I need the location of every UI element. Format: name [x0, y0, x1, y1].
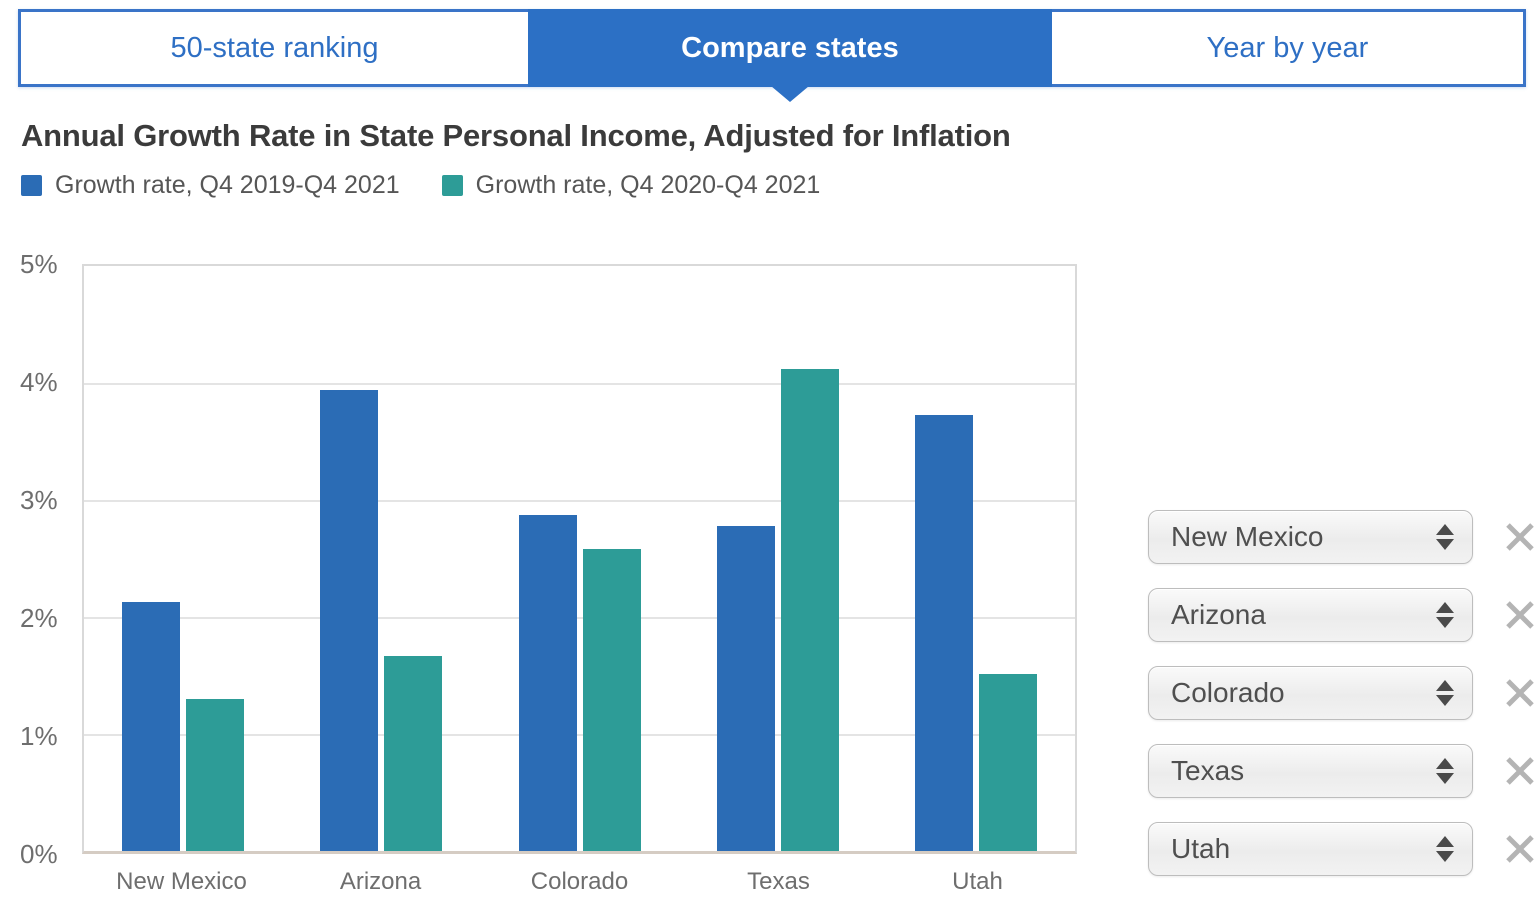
- state-selector-row: Colorado: [1148, 666, 1536, 720]
- chart-section: 5% 4% 3% 2% 1% 0% New Mexico Arizona Colorado Te…: [0, 251, 1534, 906]
- bar-group-colorado: [480, 266, 678, 851]
- select-arrows-icon: [1436, 836, 1454, 862]
- state-selector-row: Texas: [1148, 744, 1536, 798]
- legend-item-q4-2019: Growth rate, Q4 2019-Q4 2021: [21, 171, 400, 200]
- gridline-4pct: [84, 383, 1075, 385]
- gridline-3pct: [84, 500, 1075, 502]
- remove-state-button-utah[interactable]: [1503, 832, 1536, 866]
- bar-series1-arizona[interactable]: [320, 390, 379, 851]
- remove-state-button-texas[interactable]: [1503, 754, 1536, 788]
- bar-series1-texas[interactable]: [716, 525, 775, 851]
- select-arrows-icon: [1436, 758, 1454, 784]
- y-tick-1pct: 1%: [20, 721, 58, 751]
- gridline-1pct: [84, 734, 1075, 736]
- x-label-utah: Utah: [952, 868, 1003, 895]
- state-selector-row: Arizona: [1148, 588, 1536, 642]
- close-icon: [1506, 679, 1534, 707]
- bar-series2-arizona[interactable]: [384, 655, 443, 851]
- state-selector-panel: New Mexico Arizona: [1148, 510, 1536, 876]
- bar-series2-colorado[interactable]: [582, 549, 641, 851]
- x-label-colorado: Colorado: [530, 868, 629, 895]
- select-arrows-icon: [1436, 602, 1454, 628]
- gridline-2pct: [84, 617, 1075, 619]
- bar-series2-utah[interactable]: [978, 674, 1037, 851]
- legend-swatch-teal-icon: [441, 175, 463, 196]
- state-select-value: Arizona: [1171, 599, 1266, 630]
- state-select-utah[interactable]: Utah: [1148, 822, 1473, 876]
- bar-series1-utah[interactable]: [914, 414, 973, 851]
- remove-state-button-colorado[interactable]: [1503, 676, 1536, 710]
- remove-state-button-new-mexico[interactable]: [1503, 520, 1536, 554]
- bar-series2-texas[interactable]: [780, 368, 839, 851]
- close-icon: [1506, 835, 1534, 863]
- bar-chart: 5% 4% 3% 2% 1% 0% New Mexico Arizona Colorado Te…: [0, 251, 1080, 906]
- state-select-value: Texas: [1171, 755, 1245, 786]
- bar-group-utah: [877, 266, 1075, 851]
- state-select-arizona[interactable]: Arizona: [1148, 588, 1473, 642]
- bar-group-texas: [679, 266, 877, 851]
- plot-area: [82, 264, 1077, 854]
- select-arrows-icon: [1436, 680, 1454, 706]
- bar-series2-new-mexico[interactable]: [186, 698, 245, 851]
- close-icon: [1506, 601, 1534, 629]
- tab-label: Compare states: [681, 31, 899, 64]
- bar-series1-colorado[interactable]: [518, 515, 577, 851]
- chart-title: Annual Growth Rate in State Personal Inc…: [21, 118, 1011, 153]
- legend-item-q4-2020: Growth rate, Q4 2020-Q4 2021: [441, 171, 821, 200]
- legend-swatch-blue-icon: [21, 175, 42, 196]
- x-label-new-mexico: New Mexico: [116, 868, 247, 895]
- y-tick-5pct: 5%: [20, 249, 58, 279]
- legend-label: Growth rate, Q4 2020-Q4 2021: [475, 171, 821, 199]
- y-tick-0pct: 0%: [20, 839, 58, 869]
- bar-series1-new-mexico[interactable]: [122, 601, 181, 851]
- close-icon: [1506, 523, 1534, 551]
- y-tick-4pct: 4%: [20, 367, 58, 397]
- state-selector-row: New Mexico: [1148, 510, 1536, 564]
- tab-bar: 50-state ranking Compare states Year by …: [18, 9, 1526, 87]
- y-tick-3pct: 3%: [20, 485, 58, 515]
- x-axis-labels: New Mexico Arizona Colorado Texas Utah: [82, 868, 1077, 896]
- state-select-texas[interactable]: Texas: [1148, 744, 1473, 798]
- close-icon: [1506, 757, 1534, 785]
- x-label-texas: Texas: [747, 868, 810, 895]
- chart-legend: Growth rate, Q4 2019-Q4 2021 Growth rate…: [21, 171, 820, 200]
- bar-group-new-mexico: [84, 266, 282, 851]
- tab-compare-states[interactable]: Compare states: [527, 9, 1052, 87]
- select-arrows-icon: [1436, 524, 1454, 550]
- state-select-colorado[interactable]: Colorado: [1148, 666, 1473, 720]
- state-selector-row: Utah: [1148, 822, 1536, 876]
- state-select-value: Utah: [1171, 833, 1231, 864]
- x-label-arizona: Arizona: [339, 868, 422, 895]
- tab-50-state-ranking[interactable]: 50-state ranking: [21, 12, 528, 84]
- remove-state-button-arizona[interactable]: [1503, 598, 1536, 632]
- state-select-value: Colorado: [1171, 677, 1285, 708]
- state-select-value: New Mexico: [1171, 521, 1324, 552]
- tab-label: Year by year: [1206, 31, 1369, 64]
- y-tick-2pct: 2%: [20, 603, 58, 633]
- legend-label: Growth rate, Q4 2019-Q4 2021: [55, 171, 400, 199]
- tab-label: 50-state ranking: [170, 31, 379, 64]
- state-select-new-mexico[interactable]: New Mexico: [1148, 510, 1473, 564]
- tab-year-by-year[interactable]: Year by year: [1052, 12, 1523, 84]
- bar-group-arizona: [282, 266, 480, 851]
